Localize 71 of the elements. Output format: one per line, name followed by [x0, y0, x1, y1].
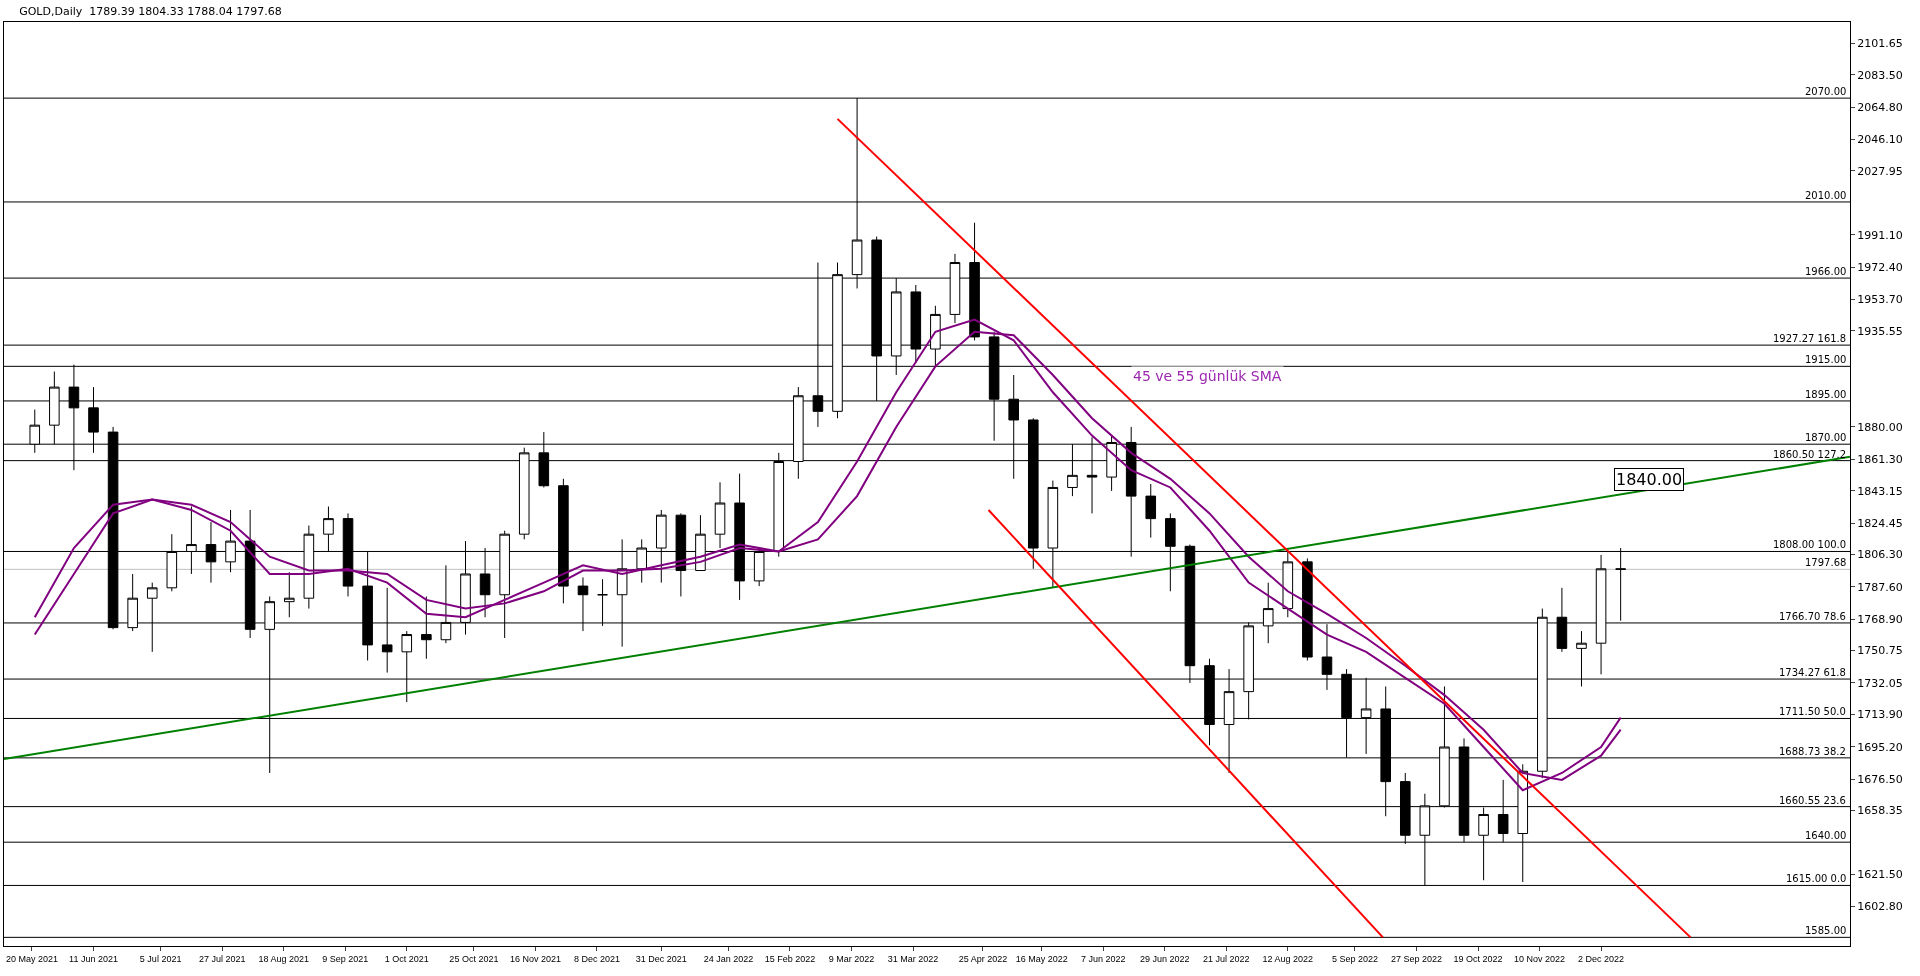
x-tick-label: 9 Mar 2022: [828, 953, 875, 964]
ref-line-label: 1915.00: [1805, 354, 1847, 365]
ref-line-label: 1808.00 100.0: [1773, 539, 1847, 550]
ref-line-label: 1640.00: [1805, 830, 1847, 841]
x-tick-label: 21 Jul 2022: [1203, 953, 1250, 964]
x-tick-label: 25 Apr 2022: [958, 953, 1008, 964]
ref-line-label: 1927.27 161.8: [1773, 333, 1847, 344]
x-tick-label: 5 Jul 2021: [139, 953, 182, 964]
ref-line-label: 1895.00: [1805, 389, 1847, 400]
x-tick-label: 18 Aug 2021: [258, 953, 309, 964]
x-tick-label: 5 Sep 2022: [1331, 953, 1378, 964]
y-tick-label: 1843.15: [1857, 484, 1903, 498]
y-tick-label: 2046.10: [1857, 133, 1903, 147]
x-tick-label: 2 Dec 2022: [1578, 953, 1625, 964]
ref-line-label: 1797.68: [1805, 557, 1847, 568]
x-tick-label: 27 Sep 2022: [1390, 953, 1442, 964]
ref-line-label: 1660.55 23.6: [1779, 795, 1846, 806]
y-tick-label: 1880.00: [1857, 420, 1903, 434]
y-tick-label: 1935.55: [1857, 324, 1903, 338]
ref-line-label: 1734.27 61.8: [1779, 667, 1846, 678]
x-tick-label: 10 Nov 2022: [1514, 953, 1566, 964]
chart-title: GOLD,Daily 1789.39 1804.33 1788.04 1797.68: [19, 4, 282, 18]
y-tick-label: 1732.05: [1857, 676, 1903, 690]
ref-line-label: 1585.00: [1805, 925, 1847, 936]
x-tick-label: 9 Sep 2021: [322, 953, 369, 964]
x-tick-label: 31 Mar 2022: [887, 953, 939, 964]
annotation: 1840.00: [1616, 470, 1683, 489]
x-tick-label: 1 Oct 2021: [384, 953, 429, 964]
y-tick-label: 1806.30: [1857, 548, 1903, 562]
y-tick-label: 2064.80: [1857, 100, 1903, 114]
x-tick-label: 20 May 2021: [5, 953, 58, 964]
ref-line-label: 2010.00: [1805, 190, 1847, 201]
x-tick-label: 8 Dec 2021: [573, 953, 620, 964]
y-tick-label: 1695.20: [1857, 740, 1903, 754]
y-tick-label: 1602.80: [1857, 900, 1903, 914]
y-tick-label: 2027.95: [1857, 164, 1903, 178]
y-tick-label: 1621.50: [1857, 868, 1903, 882]
x-tick-label: 7 Jun 2022: [1080, 953, 1126, 964]
x-tick-label: 29 Jun 2022: [1139, 953, 1190, 964]
ref-line-label: 2070.00: [1805, 86, 1847, 97]
ref-line-label: 1966.00: [1805, 266, 1847, 277]
x-tick-label: 19 Oct 2022: [1453, 953, 1503, 964]
y-tick-label: 1768.90: [1857, 612, 1903, 626]
y-tick-label: 1750.75: [1857, 644, 1903, 658]
x-tick-label: 27 Jul 2021: [198, 953, 246, 964]
y-tick-label: 1713.90: [1857, 708, 1903, 722]
x-tick-label: 11 Jun 2021: [69, 953, 118, 964]
ref-line-label: 1766.70 78.6: [1779, 611, 1846, 622]
ref-line-label: 1870.00: [1805, 432, 1847, 443]
ref-line-label: 1860.50 127.2: [1773, 449, 1847, 460]
x-tick-label: 24 Jan 2022: [703, 953, 754, 964]
x-tick-label: 16 Nov 2021: [509, 953, 561, 964]
y-tick-label: 2083.50: [1857, 68, 1903, 82]
x-tick-label: 15 Feb 2022: [764, 953, 816, 964]
x-tick-label: 12 Aug 2022: [1262, 953, 1314, 964]
x-tick-label: 25 Oct 2021: [449, 953, 499, 964]
y-tick-label: 1953.70: [1857, 293, 1903, 307]
y-tick-label: 1658.35: [1857, 804, 1903, 818]
ref-line-label: 1615.00 0.0: [1786, 873, 1847, 884]
annotation: 45 ve 55 günlük SMA: [1133, 368, 1282, 384]
y-tick-label: 1861.30: [1857, 453, 1903, 467]
y-tick-label: 1824.45: [1857, 516, 1903, 530]
x-tick-label: 16 May 2022: [1015, 953, 1068, 964]
ref-line-label: 1688.73 38.2: [1779, 746, 1846, 757]
y-tick-label: 1972.40: [1857, 260, 1903, 274]
y-tick-label: 1991.10: [1857, 228, 1903, 242]
ref-line-label: 1711.50 50.0: [1779, 706, 1846, 717]
y-tick-label: 2101.65: [1857, 37, 1903, 51]
y-tick-label: 1676.50: [1857, 772, 1903, 786]
x-tick-label: 31 Dec 2021: [635, 953, 687, 964]
y-tick-label: 1787.60: [1857, 580, 1903, 594]
